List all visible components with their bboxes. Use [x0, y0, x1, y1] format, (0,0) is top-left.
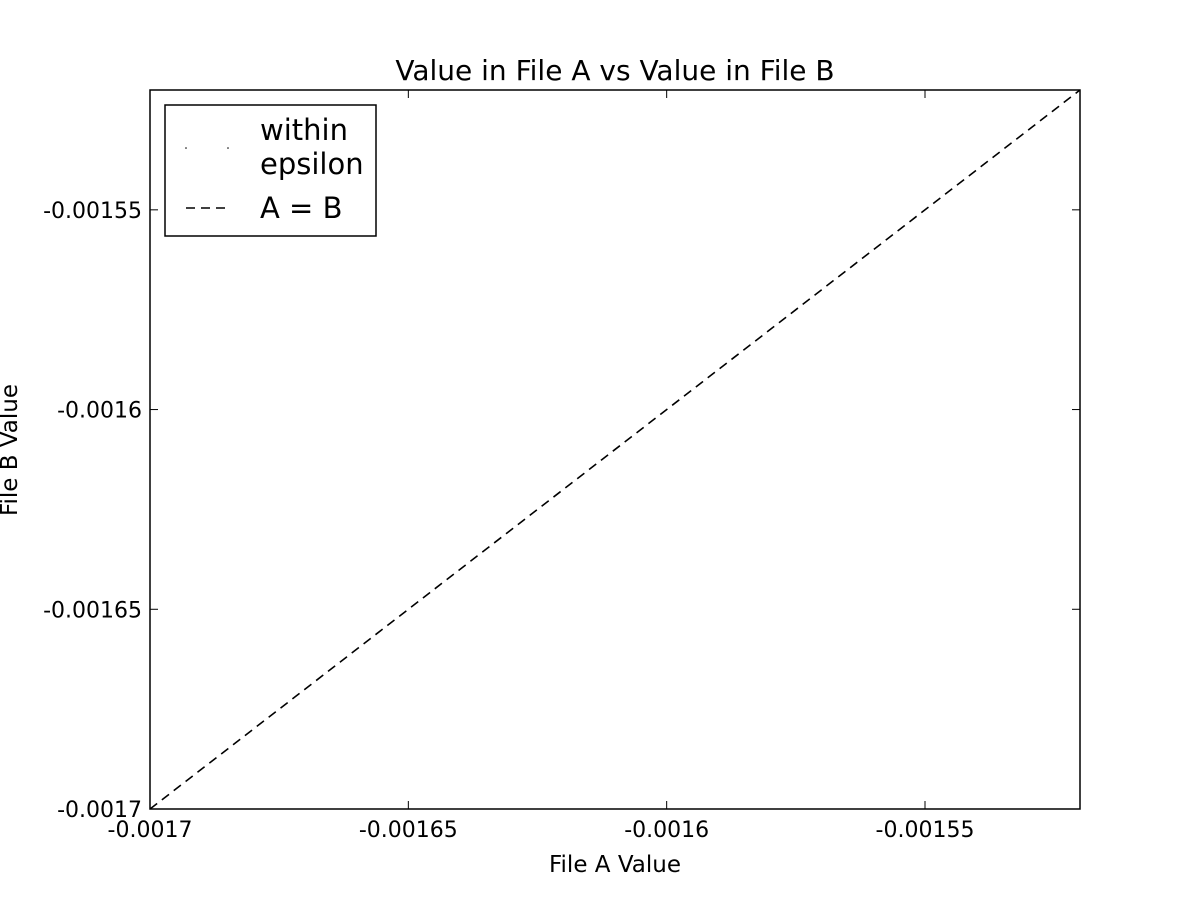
legend-label-line-1: within [260, 113, 348, 147]
y-tick-label: -0.00155 [43, 199, 142, 224]
y-axis-label: File B Value [0, 384, 23, 516]
legend-marker-within-epsilon-2 [227, 147, 229, 149]
series-line-a-equals-b [149, 89, 1081, 810]
legend: within epsilon A = B [164, 104, 377, 237]
y-tick-label: -0.00165 [43, 598, 142, 623]
x-tick-label: -0.00165 [359, 818, 458, 843]
legend-frame [164, 104, 377, 237]
legend-marker-within-epsilon [185, 147, 187, 149]
x-tick-label: -0.00155 [876, 818, 975, 843]
y-tick-label: -0.0016 [57, 399, 142, 424]
plot-area-frame [149, 89, 1081, 810]
legend-label-a-equals-b: A = B [260, 191, 342, 225]
y-tick-label: -0.0017 [57, 798, 142, 823]
ticks-layer: -0.0017 -0.00165 -0.0016 -0.00155 -0.0017 -0.… [43, 90, 1080, 843]
legend-entry-within-epsilon: within epsilon [185, 113, 364, 181]
legend-label-line-2: epsilon [260, 147, 364, 181]
series-layer [149, 89, 1081, 810]
legend-label-within-epsilon: within epsilon [260, 113, 364, 181]
legend-entry-a-equals-b: A = B [186, 191, 342, 225]
chart-title: Value in File A vs Value in File B [395, 54, 834, 87]
x-tick-label: -0.0017 [108, 818, 193, 843]
x-axis-label: File A Value [549, 852, 681, 878]
x-tick-label: -0.0016 [624, 818, 709, 843]
